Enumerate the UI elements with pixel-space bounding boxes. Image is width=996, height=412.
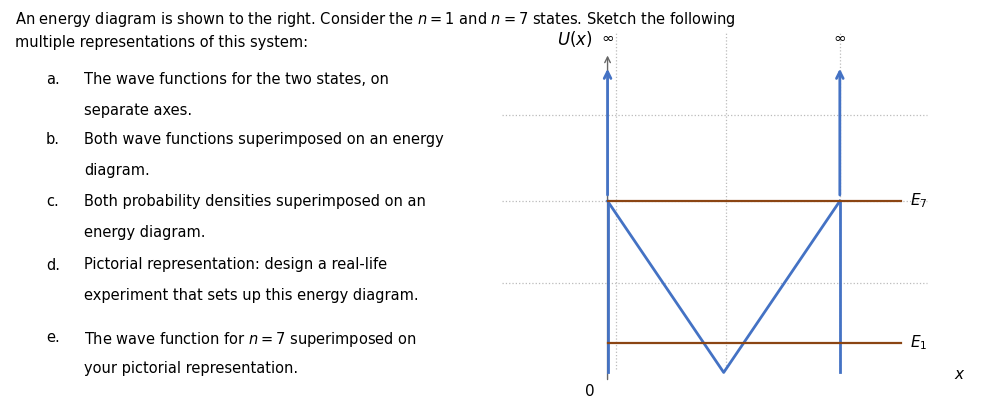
Text: b.: b. bbox=[46, 132, 60, 147]
Text: An energy diagram is shown to the right. Consider the $n = 1$ and $n = 7$ states: An energy diagram is shown to the right.… bbox=[15, 10, 735, 29]
Text: experiment that sets up this energy diagram.: experiment that sets up this energy diag… bbox=[84, 288, 418, 303]
Text: 0: 0 bbox=[585, 384, 595, 399]
Text: Pictorial representation: design a real-life: Pictorial representation: design a real-… bbox=[84, 258, 387, 272]
Text: separate axes.: separate axes. bbox=[84, 103, 192, 118]
Text: Both wave functions superimposed on an energy: Both wave functions superimposed on an e… bbox=[84, 132, 444, 147]
Text: The wave functions for the two states, on: The wave functions for the two states, o… bbox=[84, 72, 388, 87]
Text: a.: a. bbox=[46, 72, 60, 87]
Text: multiple representations of this system:: multiple representations of this system: bbox=[15, 35, 308, 50]
Text: ∞: ∞ bbox=[834, 31, 847, 46]
Text: your pictorial representation.: your pictorial representation. bbox=[84, 360, 298, 375]
Text: $E_7$: $E_7$ bbox=[910, 192, 927, 211]
Text: $U(x)$: $U(x)$ bbox=[557, 29, 593, 49]
Text: c.: c. bbox=[46, 194, 59, 208]
Text: The wave function for $n = 7$ superimposed on: The wave function for $n = 7$ superimpos… bbox=[84, 330, 416, 349]
Text: $E_1$: $E_1$ bbox=[910, 333, 927, 352]
Text: diagram.: diagram. bbox=[84, 163, 149, 178]
Text: ∞: ∞ bbox=[602, 31, 614, 46]
Text: $x$: $x$ bbox=[954, 367, 965, 382]
Text: Both probability densities superimposed on an: Both probability densities superimposed … bbox=[84, 194, 426, 208]
Text: energy diagram.: energy diagram. bbox=[84, 225, 205, 239]
Text: d.: d. bbox=[46, 258, 60, 272]
Text: e.: e. bbox=[46, 330, 60, 344]
